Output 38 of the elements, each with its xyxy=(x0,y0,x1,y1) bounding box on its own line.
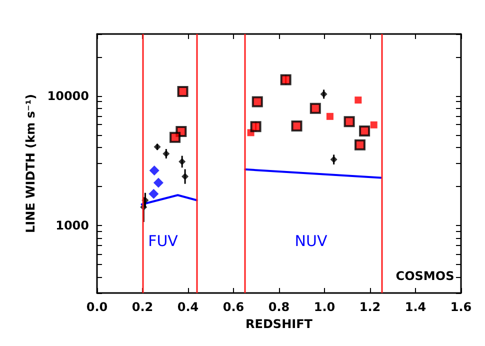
annotation: FUV xyxy=(148,232,179,250)
annotation: NUV xyxy=(294,232,328,250)
point xyxy=(320,90,328,98)
x-tick-label: 0.2 xyxy=(132,300,154,314)
point xyxy=(354,96,362,104)
point xyxy=(162,150,170,158)
point xyxy=(177,86,188,97)
x-tick-label: 0.6 xyxy=(222,300,244,314)
x-axis-title: REDSHIFT xyxy=(246,316,314,331)
x-tick-label: 0.0 xyxy=(86,300,108,314)
point xyxy=(326,112,334,120)
x-tick-label: 1.4 xyxy=(404,300,426,314)
point xyxy=(153,178,164,188)
point xyxy=(182,173,189,180)
point xyxy=(354,139,366,150)
x-tick-label: 1.6 xyxy=(450,300,472,314)
x-tick-label: 0.4 xyxy=(177,300,199,314)
point xyxy=(252,96,263,108)
point xyxy=(370,121,378,128)
y-tick-label: 1000 xyxy=(56,218,89,232)
point xyxy=(170,132,181,143)
point xyxy=(250,121,262,132)
point xyxy=(310,102,321,114)
point xyxy=(149,165,160,176)
annotation: COSMOS xyxy=(396,269,454,283)
point xyxy=(291,120,302,132)
point xyxy=(148,188,159,199)
point xyxy=(280,74,292,86)
y-tick-label: 10000 xyxy=(47,88,89,103)
point xyxy=(154,143,161,150)
x-tick-label: 0.8 xyxy=(268,300,290,314)
x-tick-label: 1.0 xyxy=(314,300,336,314)
point xyxy=(344,116,355,128)
point xyxy=(330,156,338,164)
point xyxy=(359,125,370,136)
y-axis-title: LINE WIDTH (km s⁻¹) xyxy=(23,94,38,233)
point xyxy=(178,158,186,166)
x-tick-label: 1.2 xyxy=(359,300,381,314)
